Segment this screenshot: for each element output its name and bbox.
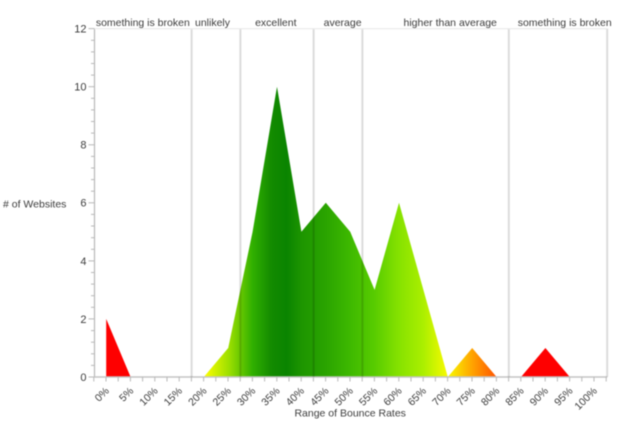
svg-text:10%: 10% xyxy=(137,385,160,408)
svg-text:8: 8 xyxy=(80,140,86,152)
svg-text:20%: 20% xyxy=(186,385,209,408)
svg-text:10: 10 xyxy=(74,82,86,94)
svg-text:50%: 50% xyxy=(332,385,355,408)
svg-text:average: average xyxy=(324,17,362,29)
svg-text:45%: 45% xyxy=(308,385,331,408)
svg-text:55%: 55% xyxy=(357,385,380,408)
svg-text:something is broken: something is broken xyxy=(96,17,190,29)
svg-text:25%: 25% xyxy=(210,385,233,408)
svg-text:5%: 5% xyxy=(117,385,136,404)
svg-text:75%: 75% xyxy=(454,385,477,408)
svg-text:15%: 15% xyxy=(162,385,185,408)
svg-text:unlikely: unlikely xyxy=(195,17,231,29)
svg-text:65%: 65% xyxy=(406,385,429,408)
svg-text:2: 2 xyxy=(80,314,86,326)
svg-text:100%: 100% xyxy=(572,385,599,412)
svg-text:85%: 85% xyxy=(503,385,526,408)
svg-text:60%: 60% xyxy=(381,385,404,408)
svg-text:80%: 80% xyxy=(479,385,502,408)
svg-text:35%: 35% xyxy=(259,385,282,408)
svg-text:higher than average: higher than average xyxy=(403,17,497,29)
svg-text:70%: 70% xyxy=(430,385,453,408)
svg-text:40%: 40% xyxy=(284,385,307,408)
svg-text:0: 0 xyxy=(80,372,86,384)
svg-text:# of Websites: # of Websites xyxy=(3,199,66,211)
svg-text:something is broken: something is broken xyxy=(518,17,612,29)
svg-text:6: 6 xyxy=(80,198,86,210)
svg-text:30%: 30% xyxy=(235,385,258,408)
svg-text:90%: 90% xyxy=(528,385,551,408)
svg-text:0%: 0% xyxy=(93,385,112,404)
svg-text:excellent: excellent xyxy=(255,17,297,29)
svg-text:12: 12 xyxy=(74,24,86,36)
svg-text:4: 4 xyxy=(80,256,86,268)
svg-text:Range of Bounce Rates: Range of Bounce Rates xyxy=(294,408,406,420)
